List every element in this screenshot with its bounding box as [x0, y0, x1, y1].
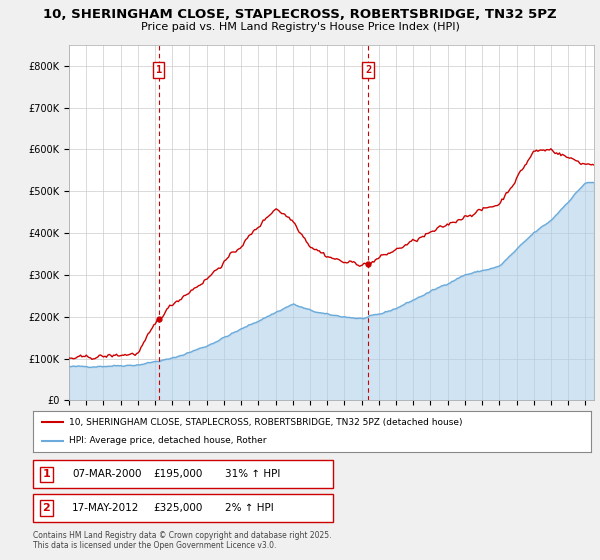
Text: 17-MAY-2012: 17-MAY-2012: [72, 503, 139, 513]
Text: 2% ↑ HPI: 2% ↑ HPI: [225, 503, 274, 513]
Text: 2: 2: [365, 65, 371, 75]
Text: Contains HM Land Registry data © Crown copyright and database right 2025.
This d: Contains HM Land Registry data © Crown c…: [33, 531, 331, 550]
Text: 10, SHERINGHAM CLOSE, STAPLECROSS, ROBERTSBRIDGE, TN32 5PZ: 10, SHERINGHAM CLOSE, STAPLECROSS, ROBER…: [43, 8, 557, 21]
Text: HPI: Average price, detached house, Rother: HPI: Average price, detached house, Roth…: [69, 436, 267, 445]
Text: 2: 2: [43, 503, 50, 513]
Text: 31% ↑ HPI: 31% ↑ HPI: [225, 469, 280, 479]
Text: 1: 1: [43, 469, 50, 479]
Text: 10, SHERINGHAM CLOSE, STAPLECROSS, ROBERTSBRIDGE, TN32 5PZ (detached house): 10, SHERINGHAM CLOSE, STAPLECROSS, ROBER…: [69, 418, 463, 427]
Text: 07-MAR-2000: 07-MAR-2000: [72, 469, 142, 479]
Text: 1: 1: [155, 65, 162, 75]
Text: £325,000: £325,000: [153, 503, 202, 513]
Text: £195,000: £195,000: [153, 469, 202, 479]
Text: Price paid vs. HM Land Registry's House Price Index (HPI): Price paid vs. HM Land Registry's House …: [140, 22, 460, 32]
